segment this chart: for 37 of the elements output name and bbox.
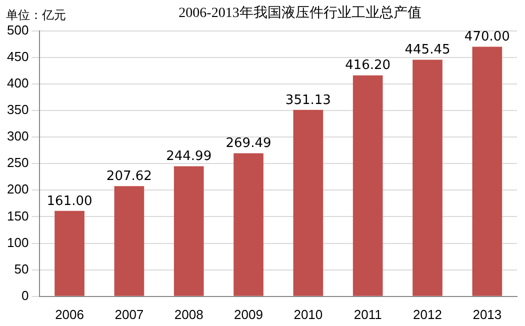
bar xyxy=(174,166,204,296)
x-tick-label: 2011 xyxy=(354,306,382,322)
data-label: 470.00 xyxy=(464,30,510,45)
chart-title: 2006-2013年我国液压件行业工业总产值 xyxy=(178,4,422,22)
bar xyxy=(293,110,324,296)
data-label: 161.00 xyxy=(46,194,92,209)
y-tick-label: 50 xyxy=(14,261,29,276)
y-tick-label: 450 xyxy=(6,48,29,64)
y-tick-label: 250 xyxy=(6,155,29,170)
data-label: 445.45 xyxy=(404,42,450,58)
bar xyxy=(54,210,84,296)
x-tick-label: 2010 xyxy=(294,306,323,322)
x-tick-label: 2009 xyxy=(234,306,263,322)
text: 单位：亿元 xyxy=(6,7,66,24)
bar xyxy=(352,75,383,296)
y-tick-label: 400 xyxy=(6,76,29,90)
x-tick-label: 2007 xyxy=(114,306,144,322)
x-tick-label: 2013 xyxy=(472,306,502,322)
bar xyxy=(472,46,502,296)
x-tick-label: 2012 xyxy=(413,306,442,322)
y-tick-label: 200 xyxy=(6,182,29,197)
x-tick-label: 2006 xyxy=(55,306,84,322)
y-tick-label: 500 xyxy=(6,22,29,38)
x-tick-label: 2008 xyxy=(174,306,204,322)
bar xyxy=(234,153,264,296)
y-tick-label: 100 xyxy=(6,234,29,250)
bar xyxy=(114,186,144,296)
data-label: 269.49 xyxy=(226,136,272,152)
y-tick-label: 300 xyxy=(6,128,29,144)
data-label: 351.13 xyxy=(285,92,331,108)
data-label: 244.99 xyxy=(166,149,212,164)
y-tick-label: 0 xyxy=(21,288,29,303)
data-label: 416.20 xyxy=(345,58,391,74)
y-tick-label: 350 xyxy=(6,102,29,118)
bar xyxy=(412,60,442,296)
y-tick-label: 150 xyxy=(6,208,29,224)
data-label: 207.62 xyxy=(106,168,152,184)
